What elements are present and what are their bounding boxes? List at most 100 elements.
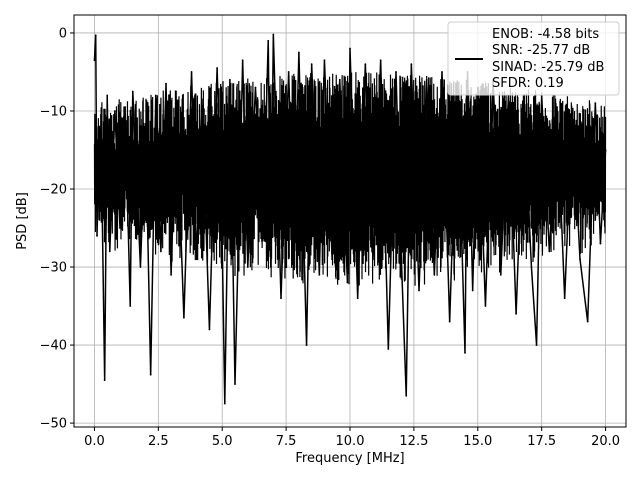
psd-point xyxy=(448,320,451,323)
psd-point xyxy=(305,344,308,346)
x-tick-label: 0.0 xyxy=(84,434,105,449)
psd-point xyxy=(395,71,397,73)
psd-point xyxy=(441,71,443,73)
psd-point xyxy=(154,94,157,97)
psd-point xyxy=(318,273,321,276)
psd-point xyxy=(182,316,185,319)
legend: ENOB: -4.58 bits SNR: -25.77 dB SINAD: -… xyxy=(447,21,620,96)
legend-enob: ENOB: -4.58 bits xyxy=(492,27,599,42)
psd-point xyxy=(563,297,566,300)
psd-point xyxy=(175,102,178,105)
psd-point xyxy=(159,250,162,253)
psd-point xyxy=(216,67,219,69)
psd-point xyxy=(410,63,413,66)
y-tick-label: −50 xyxy=(40,417,67,432)
psd-point xyxy=(297,51,300,54)
psd-point xyxy=(433,273,436,276)
psd-point xyxy=(364,63,367,66)
psd-point xyxy=(223,402,226,405)
x-tick-label: 12.5 xyxy=(399,434,428,449)
psd-point xyxy=(124,106,127,108)
y-tick-label: −20 xyxy=(40,183,67,198)
y-axis-label: PSD [dB] xyxy=(15,192,30,250)
psd-point xyxy=(323,59,326,62)
x-tick-label: 20.0 xyxy=(591,434,620,449)
psd-point xyxy=(113,110,116,112)
legend-snr: SNR: -25.77 dB xyxy=(492,43,590,58)
psd-point xyxy=(338,78,341,81)
psd-point xyxy=(499,273,502,276)
psd-point xyxy=(267,39,270,42)
psd-point xyxy=(556,106,558,108)
legend-sfdr: SFDR: 0.19 xyxy=(492,76,564,91)
psd-point xyxy=(119,227,121,229)
psd-point xyxy=(241,59,244,62)
psd-point xyxy=(280,297,282,300)
psd-point xyxy=(108,250,111,253)
psd-point xyxy=(530,266,533,268)
psd-point xyxy=(272,33,275,36)
psd-point xyxy=(349,47,351,50)
x-tick-label: 5.0 xyxy=(212,434,233,449)
y-tick-label: −30 xyxy=(40,261,67,276)
psd-point xyxy=(346,281,349,284)
psd-point xyxy=(331,258,334,261)
psd-point xyxy=(106,94,109,97)
psd-point xyxy=(144,125,147,128)
legend-box xyxy=(447,21,620,96)
psd-point xyxy=(129,305,132,307)
psd-point xyxy=(139,266,142,268)
psd-point xyxy=(471,289,474,292)
psd-point xyxy=(548,250,551,253)
legend-sinad: SINAD: -25.79 dB xyxy=(492,60,604,75)
x-tick-label: 2.5 xyxy=(148,434,169,449)
psd-point xyxy=(418,289,420,292)
psd-point xyxy=(98,125,101,128)
psd-point xyxy=(372,258,374,261)
psd-point xyxy=(379,59,382,62)
psd-point xyxy=(101,203,104,206)
psd-point xyxy=(292,250,295,253)
x-tick-label: 15.0 xyxy=(463,434,492,449)
y-tick-label: 0 xyxy=(59,26,67,41)
psd-point xyxy=(522,102,525,105)
y-tick-label: −40 xyxy=(40,339,67,354)
psd-point xyxy=(165,82,167,85)
x-axis-ticks: 0.0 2.5 5.0 7.5 10.0 12.5 15.0 17.5 20.0 xyxy=(84,427,620,449)
psd-point xyxy=(195,258,198,261)
y-axis-ticks: 0 −10 −20 −30 −40 −50 xyxy=(40,26,74,432)
psd-point xyxy=(535,344,538,346)
y-tick-label: −10 xyxy=(40,104,67,119)
psd-point xyxy=(208,328,211,331)
psd-point xyxy=(464,351,466,354)
psd-point xyxy=(586,320,589,323)
psd-point xyxy=(149,373,152,376)
psd-point xyxy=(604,149,607,151)
x-tick-label: 10.0 xyxy=(336,434,365,449)
psd-point xyxy=(262,227,265,229)
psd-point xyxy=(484,305,487,307)
psd-point xyxy=(131,90,134,93)
psd-point xyxy=(190,71,193,73)
psd-point xyxy=(254,86,257,89)
x-tick-label: 7.5 xyxy=(276,434,297,449)
psd-point xyxy=(269,266,272,268)
psd-point xyxy=(400,250,403,253)
psd-point xyxy=(246,266,249,268)
psd-point xyxy=(234,383,236,385)
x-axis-label: Frequency [MHz] xyxy=(295,451,404,466)
psd-point xyxy=(515,312,518,315)
psd-point xyxy=(356,297,359,300)
psd-point xyxy=(221,242,224,245)
psd-point xyxy=(425,78,428,81)
psd-point xyxy=(93,59,96,62)
psd-point xyxy=(594,102,597,105)
x-tick-label: 17.5 xyxy=(527,434,556,449)
psd-point xyxy=(287,71,290,73)
psd-point xyxy=(170,273,173,276)
psd-point xyxy=(405,394,408,397)
psd-point xyxy=(200,98,203,101)
psd-point xyxy=(579,258,581,261)
